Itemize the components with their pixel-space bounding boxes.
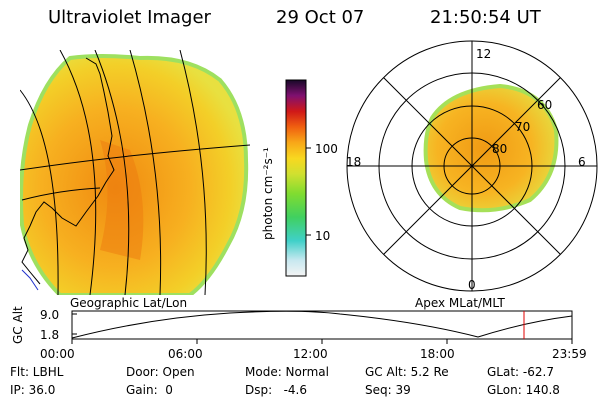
xtick-1800: 18:00 — [420, 347, 455, 361]
time-label: 21:50:54 UT — [430, 7, 541, 28]
mlt-label-12: 12 — [476, 47, 492, 61]
geo-panel-label: Geographic Lat/Lon — [70, 296, 188, 310]
colorbar-unit-label: photon cm⁻²s⁻¹ — [261, 147, 275, 240]
geo-grid — [20, 50, 250, 295]
param-seq: Seq: 39 — [365, 383, 411, 397]
coastline-path — [21, 57, 115, 285]
mlat-label-60: 60 — [537, 98, 553, 112]
colorbar-tick-100: 100 — [315, 142, 338, 156]
mlat-label-70: 70 — [515, 120, 531, 134]
colorbar-ticks — [306, 147, 311, 236]
param-flt: Flt: LBHL — [10, 365, 64, 379]
xtick-0600: 06:00 — [168, 347, 203, 361]
param-glon: GLon: 140.8 — [487, 383, 560, 397]
param-door: Door: Open — [126, 365, 195, 379]
mlat-label-80: 80 — [492, 142, 508, 156]
geographic-image — [20, 50, 250, 295]
xtick-1200: 12:00 — [293, 347, 328, 361]
date-label: 29 Oct 07 — [276, 7, 365, 28]
instrument-title: Ultraviolet Imager — [48, 7, 211, 28]
colorbar — [285, 79, 307, 277]
polar-plot — [346, 40, 598, 292]
param-glat: GLat: -62.7 — [487, 365, 554, 379]
mlt-label-0: 0 — [468, 278, 476, 292]
mlt-label-6: 6 — [578, 155, 586, 169]
param-mode: Mode: Normal — [245, 365, 329, 379]
param-ip: IP: 36.0 — [10, 383, 56, 397]
altitude-curve — [71, 310, 573, 339]
param-dsp: Dsp: -4.6 — [245, 383, 308, 397]
xtick-0000: 00:00 — [40, 347, 75, 361]
altitude-ylabel: GC Alt — [11, 306, 25, 344]
altitude-plot — [71, 310, 573, 344]
xtick-2359: 23:59 — [552, 347, 587, 361]
altitude-ytick-9: 9.0 — [40, 308, 60, 322]
mlt-label-18: 18 — [346, 155, 362, 169]
colorbar-tick-10: 10 — [315, 229, 331, 243]
param-gcalt: GC Alt: 5.2 Re — [365, 365, 449, 379]
polar-panel-label: Apex MLat/MLT — [415, 296, 505, 310]
altitude-ytick-1-8: 1.8 — [40, 328, 60, 342]
param-gain: Gain: 0 — [126, 383, 173, 397]
